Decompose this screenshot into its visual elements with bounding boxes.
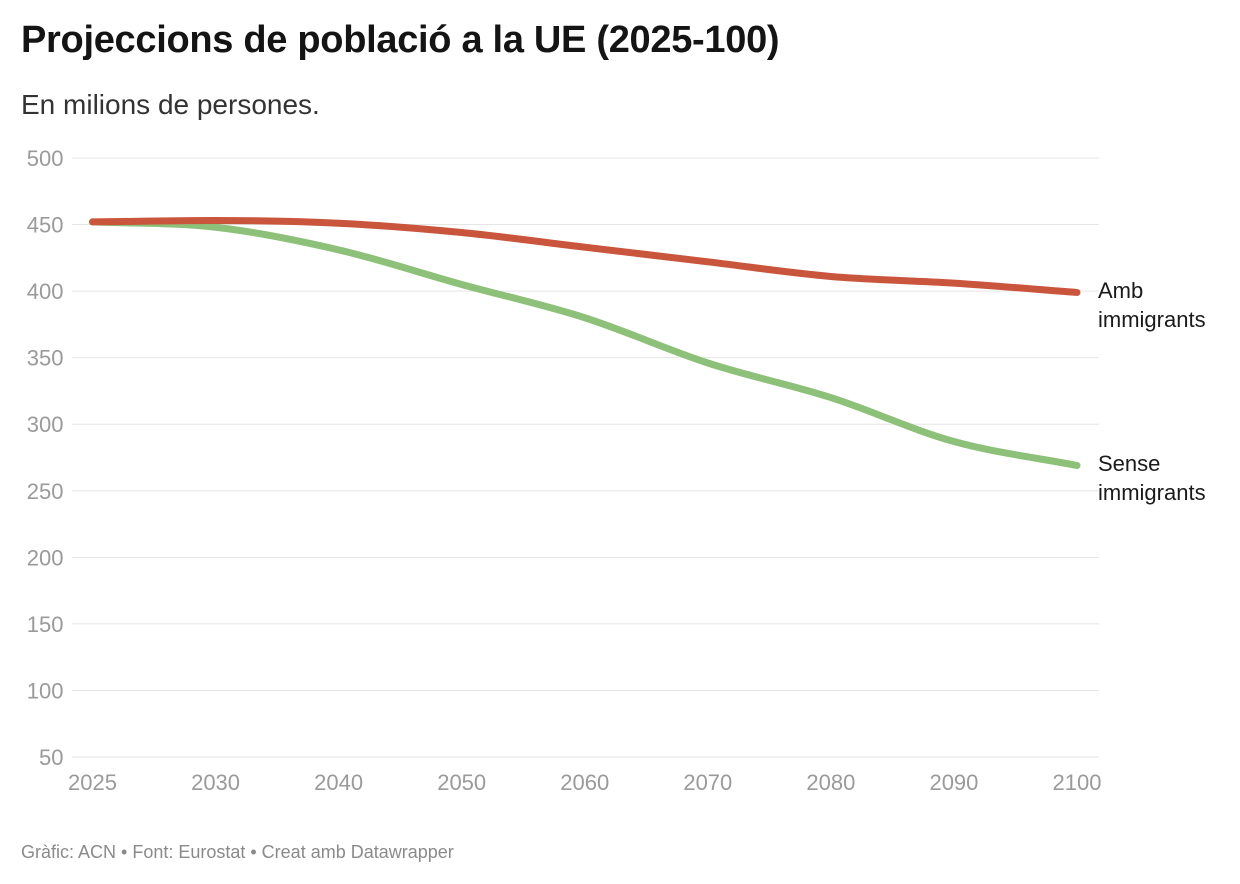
x-tick-label-2090: 2090 bbox=[929, 770, 978, 795]
x-tick-label-2100: 2100 bbox=[1053, 770, 1102, 795]
x-tick-label-2080: 2080 bbox=[806, 770, 855, 795]
y-tick-label-450: 450 bbox=[27, 213, 64, 238]
y-tick-label-50: 50 bbox=[39, 745, 63, 770]
x-tick-label-2025: 2025 bbox=[68, 770, 117, 795]
y-tick-label-150: 150 bbox=[27, 612, 64, 637]
x-tick-label-2030: 2030 bbox=[191, 770, 240, 795]
x-tick-label-2040: 2040 bbox=[314, 770, 363, 795]
y-tick-label-300: 300 bbox=[27, 412, 64, 437]
y-tick-label-250: 250 bbox=[27, 479, 64, 504]
x-tick-label-2060: 2060 bbox=[560, 770, 609, 795]
y-tick-label-100: 100 bbox=[27, 678, 64, 703]
series-line-sense-immigrants bbox=[89, 218, 1081, 469]
y-tick-label-200: 200 bbox=[27, 545, 64, 570]
series-line-amb-immigrants bbox=[89, 217, 1081, 296]
y-tick-label-500: 500 bbox=[27, 146, 64, 171]
page-title: Projeccions de població a la UE (2025-10… bbox=[21, 19, 780, 61]
x-tick-label-2070: 2070 bbox=[683, 770, 732, 795]
x-tick-label-2050: 2050 bbox=[437, 770, 486, 795]
y-tick-label-350: 350 bbox=[27, 346, 64, 371]
chart-subtitle: En milions de persones. bbox=[21, 89, 320, 120]
source-credit-line: Gràfic: ACN • Font: Eurostat • Creat amb… bbox=[21, 842, 454, 862]
series-label-amb-immigrants: Amb immigrants bbox=[1098, 278, 1206, 332]
y-tick-label-400: 400 bbox=[27, 279, 64, 304]
series-label-sense-immigrants: Sense immigrants bbox=[1098, 451, 1206, 505]
